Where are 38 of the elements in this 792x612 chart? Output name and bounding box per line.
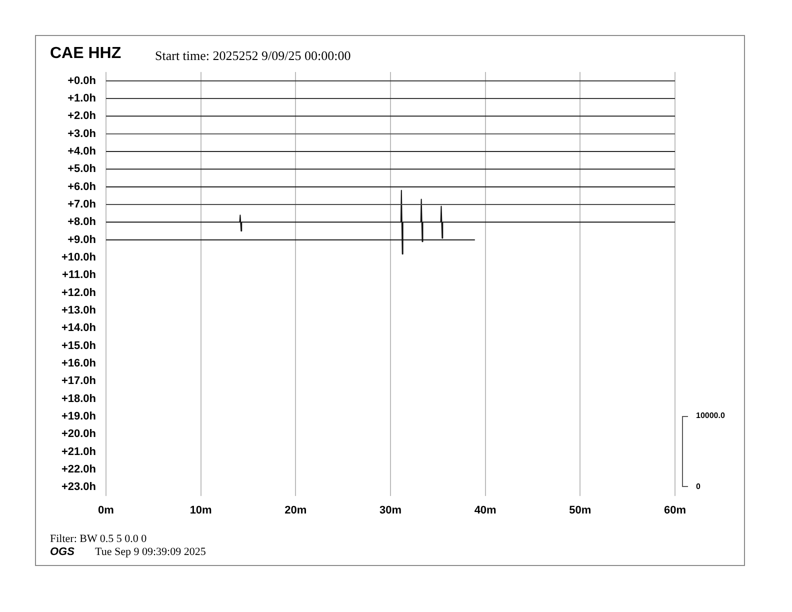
y-tick-label: +15.0h [61, 340, 96, 352]
text: 0 [696, 482, 700, 491]
y-tick-label: +23.0h [61, 481, 96, 494]
x-tick-label: 10m [190, 504, 212, 517]
x-tick-label: 0m [98, 504, 114, 517]
y-tick-label: +9.0h [68, 234, 96, 246]
y-tick-label: +14.0h [61, 322, 96, 334]
y-tick-label: +4.0h [68, 146, 96, 158]
y-tick-label: +13.0h [61, 304, 96, 317]
y-tick-label: +2.0h [68, 110, 96, 122]
y-tick-label: +3.0h [68, 128, 96, 140]
y-tick-label: +7.0h [68, 198, 96, 211]
x-tick-label: 50m [569, 504, 592, 517]
y-tick-label: +11.0h [62, 269, 96, 282]
y-tick-label: +1.0h [68, 92, 96, 105]
y-tick-label: +18.0h [61, 392, 96, 405]
text: Tue Sep 9 09:39:09 2025 [95, 546, 206, 558]
y-tick-label: +19.0h [61, 410, 96, 423]
x-tick-label: 40m [474, 504, 497, 517]
y-tick-label: +21.0h [61, 446, 96, 458]
x-tick-label: 30m [379, 504, 402, 517]
y-tick-label: +17.0h [61, 375, 96, 388]
y-tick-label: +5.0h [68, 163, 96, 176]
y-tick-label: +22.0h [61, 464, 96, 476]
y-tick-label: +12.0h [61, 286, 96, 299]
y-tick-label: +0.0h [68, 74, 96, 87]
chart-subtitle: Start time: 2025252 9/09/25 00:00:00 [155, 48, 351, 64]
text: OGS [50, 546, 74, 558]
y-tick-label: +8.0h [68, 216, 96, 228]
text: Filter: BW 0.5 5 0.0 0 [50, 533, 147, 545]
y-tick-label: +16.0h [61, 358, 96, 370]
text: 10000.0 [696, 411, 725, 420]
chart-title: CAE HHZ [50, 45, 122, 63]
x-tick-label: 20m [284, 504, 307, 517]
y-tick-label: +10.0h [61, 252, 96, 264]
x-tick-label: 60m [664, 504, 686, 517]
y-tick-label: +6.0h [68, 180, 96, 193]
y-tick-label: +20.0h [61, 428, 96, 440]
